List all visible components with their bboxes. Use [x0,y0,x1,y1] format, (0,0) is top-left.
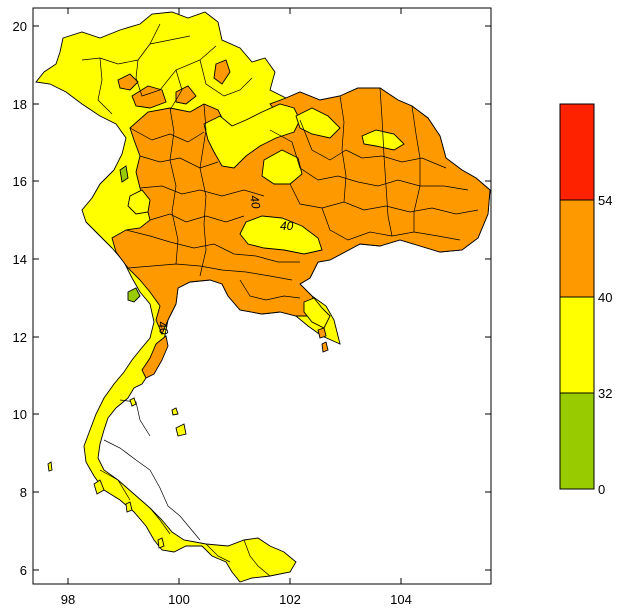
y-tick-label: 12 [13,330,27,345]
x-tick-label: 100 [168,592,190,607]
x-tick-label: 102 [279,592,301,607]
orange-zone-north-1 [117,73,139,91]
x-tick-label: 104 [390,592,412,607]
y-tick-label: 16 [13,174,27,189]
contour-label-3: 40 [155,320,171,336]
legend-label: 0 [598,482,605,497]
y-tick-label: 20 [13,19,27,34]
legend-label: 32 [598,386,612,401]
green-zone-west-2 [119,165,129,183]
legend-swatch-orange [559,199,595,298]
yellow-zone-northeast-2 [295,107,341,139]
orange-zone-peninsula [141,335,169,379]
yellow-zone-northeast-1 [261,149,303,185]
yellow-zone-center-east [239,215,323,255]
yellow-zone-north-central [203,103,301,169]
y-tick-label: 18 [13,97,27,112]
y-axis: 20 18 16 14 12 10 8 6 [13,19,491,578]
legend-label: 40 [598,290,612,305]
province-boundaries [81,23,479,577]
x-tick-label: 98 [61,592,75,607]
legend-label: 54 [598,193,612,208]
orange-zone-north-3 [213,59,231,85]
yellow-zone-southeast [303,297,331,329]
legend-swatch-red [559,103,595,201]
y-tick-label: 6 [20,563,27,578]
legend-swatch-green [559,392,595,490]
green-zone-west-1 [127,287,141,303]
x-axis: 98 100 102 104 [61,8,412,607]
color-legend: 54 40 32 0 [559,103,612,497]
y-tick-label: 8 [20,485,27,500]
contour-label-1: 40 [247,194,263,210]
coastal-islands [47,327,329,549]
yellow-zone-west [127,189,151,215]
y-tick-label: 14 [13,252,27,267]
contour-label-2: 40 [280,219,294,233]
y-tick-label: 10 [13,407,27,422]
legend-swatch-yellow [559,296,595,394]
map-frame [32,7,492,585]
